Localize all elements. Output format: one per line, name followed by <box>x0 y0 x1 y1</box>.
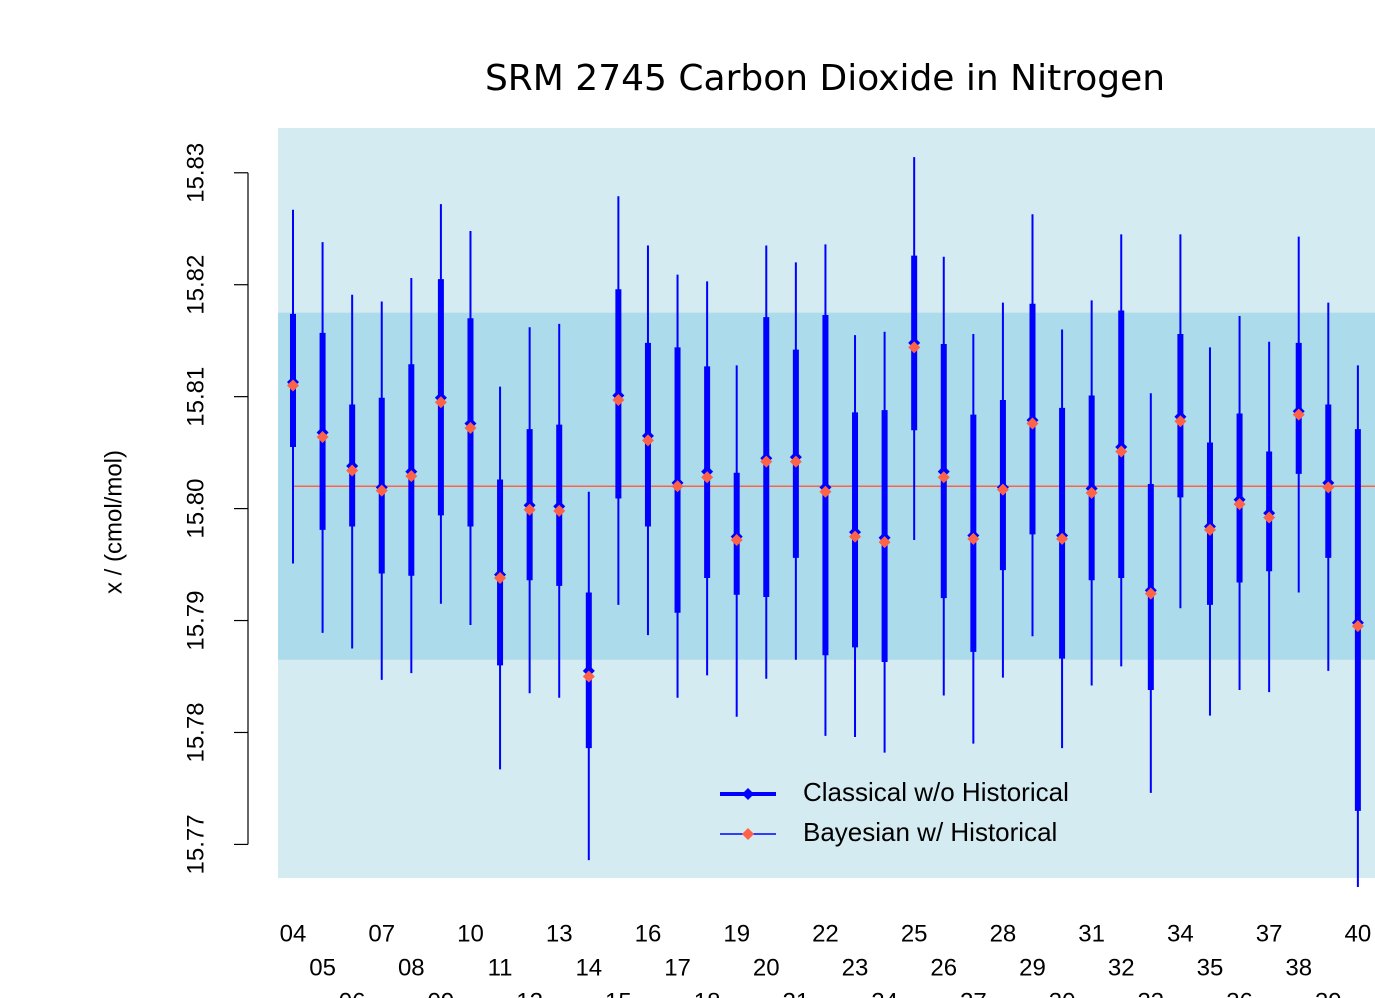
bayesian-point <box>937 471 950 484</box>
bayesian-point <box>1263 511 1276 524</box>
x-tick-label: 12 <box>516 988 543 998</box>
x-tick-label: 24 <box>871 988 898 998</box>
legend-marker <box>742 828 754 840</box>
x-tick-label: 27 <box>960 988 987 998</box>
x-tick-label: 18 <box>694 988 721 998</box>
x-tick-label: 06 <box>339 988 366 998</box>
x-tick-label: 40 <box>1345 920 1372 947</box>
bayesian-point <box>612 394 625 407</box>
bayesian-point <box>494 572 507 584</box>
x-tick-label: 32 <box>1108 954 1135 981</box>
bayesian-point <box>819 485 832 498</box>
bayesian-point <box>316 430 329 443</box>
x-tick-label: 36 <box>1226 988 1253 998</box>
y-axis-label: x / (cmol/mol) <box>100 450 127 594</box>
x-tick-label: 22 <box>812 920 839 947</box>
bayesian-point <box>1056 532 1069 545</box>
bayesian-point <box>523 503 536 516</box>
bayesian-point <box>789 455 802 468</box>
y-tick-label: 15.79 <box>182 591 209 651</box>
bayesian-point <box>1233 498 1246 511</box>
bayesian-point <box>908 341 921 354</box>
x-tick-label: 20 <box>753 954 780 981</box>
x-tick-label: 26 <box>930 954 957 981</box>
bayesian-point <box>1115 445 1128 458</box>
x-tick-label: 23 <box>842 954 869 981</box>
bayesian-point <box>1026 417 1039 430</box>
x-tick-label: 08 <box>398 954 425 981</box>
y-tick-label: 15.80 <box>182 479 209 539</box>
bayesian-point <box>701 471 714 484</box>
x-tick-label: 15 <box>605 988 632 998</box>
bayesian-point <box>346 464 359 477</box>
x-tick-label: 38 <box>1285 954 1312 981</box>
y-tick-label: 15.77 <box>182 814 209 874</box>
x-tick-label: 11 <box>488 954 513 981</box>
bayesian-point <box>405 470 418 483</box>
bayesian-point <box>1144 587 1157 600</box>
bayesian-point <box>464 422 477 434</box>
x-tick-label: 30 <box>1049 988 1076 998</box>
bayesian-point <box>641 434 654 447</box>
bayesian-point <box>1351 620 1364 633</box>
bayesian-point <box>434 396 447 409</box>
x-tick-label: 33 <box>1137 988 1164 998</box>
bayesian-point <box>967 532 980 545</box>
x-tick-label: 37 <box>1256 920 1283 947</box>
bayesian-point <box>996 483 1009 496</box>
x-tick-label: 14 <box>575 954 602 981</box>
bayesian-point <box>553 504 566 517</box>
x-tick-label: 35 <box>1197 954 1224 981</box>
bayesian-point <box>1174 415 1187 428</box>
x-tick-label: 25 <box>901 920 928 947</box>
bayesian-point <box>1203 523 1216 536</box>
bayesian-point <box>287 379 299 392</box>
x-tick-label: 31 <box>1078 920 1105 947</box>
x-tick-label: 19 <box>723 920 750 947</box>
bayesian-point <box>1322 481 1335 494</box>
y-tick-label: 15.83 <box>182 143 209 203</box>
x-tick-label: 05 <box>309 954 336 981</box>
bayesian-point <box>730 533 743 546</box>
legend-marker <box>742 788 754 800</box>
bayesian-point <box>849 530 862 543</box>
x-tick-label: 17 <box>664 954 691 981</box>
bayesian-point <box>1292 408 1305 421</box>
y-tick-label: 15.82 <box>182 255 209 315</box>
legend-label: Bayesian w/ Historical <box>803 817 1057 847</box>
x-tick-label: 13 <box>546 920 573 947</box>
bayesian-point <box>760 455 773 468</box>
x-tick-label: 10 <box>457 920 484 947</box>
x-tick-label: 28 <box>990 920 1017 947</box>
legend-label: Classical w/o Historical <box>803 777 1069 807</box>
x-tick-label: 09 <box>428 988 455 998</box>
x-tick-label: 21 <box>783 988 810 998</box>
x-tick-label: 07 <box>368 920 395 947</box>
x-tick-label: 39 <box>1315 988 1342 998</box>
bayesian-point <box>582 670 595 683</box>
bayesian-point <box>1085 486 1098 499</box>
x-tick-label: 16 <box>635 920 662 947</box>
x-tick-label: 34 <box>1167 920 1194 947</box>
y-tick-label: 15.78 <box>182 702 209 762</box>
bayesian-point <box>375 484 388 497</box>
x-tick-label: 29 <box>1019 954 1046 981</box>
y-tick-label: 15.81 <box>182 367 209 427</box>
bayesian-point <box>671 480 684 493</box>
chart-title: SRM 2745 Carbon Dioxide in Nitrogen <box>485 58 1165 99</box>
bayesian-point <box>878 536 891 549</box>
x-tick-label: 04 <box>280 920 307 947</box>
